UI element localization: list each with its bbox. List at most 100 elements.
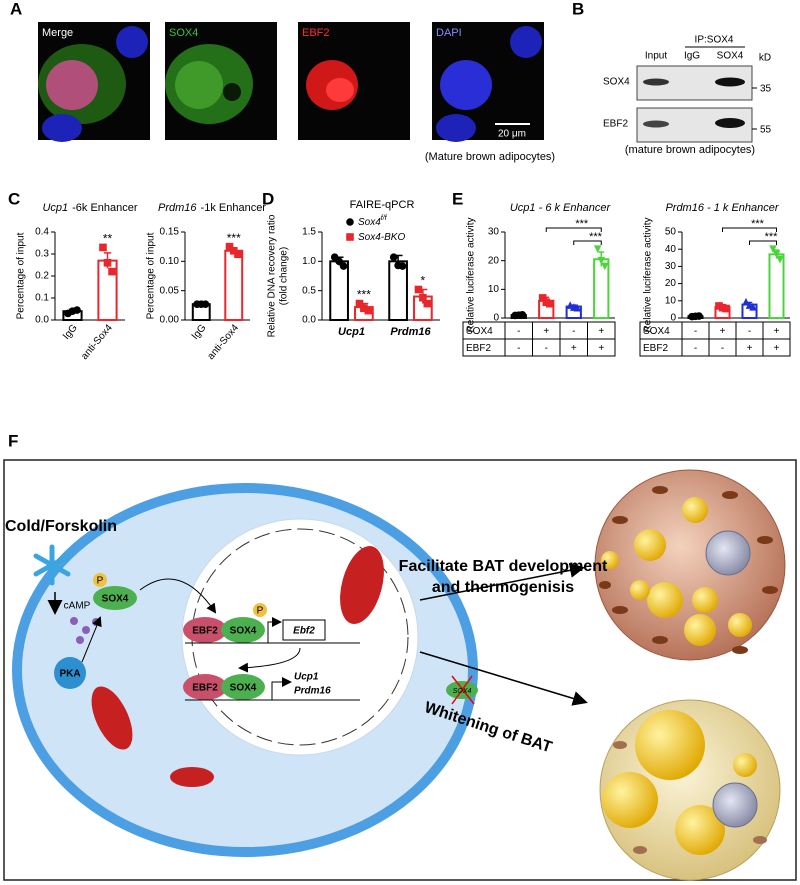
panel-label: F	[8, 431, 18, 450]
scale-bar-label: 20 μm	[498, 129, 526, 140]
molecule-label: cAMP	[64, 601, 91, 612]
y-tick-label: 40	[665, 244, 677, 255]
title-part: -1k Enhancer	[201, 202, 267, 214]
chart-title: Prdm16 -1k Enhancer	[158, 202, 266, 214]
model-diagram	[3, 459, 797, 881]
y-axis-label: Relative luciferase activity	[643, 217, 654, 332]
chart-title: Prdm16 - 1 k Enhancer	[665, 202, 779, 214]
data-point	[695, 312, 703, 320]
y-tick-label: 0.2	[35, 271, 49, 282]
significance: **	[103, 232, 113, 246]
data-point	[229, 246, 238, 255]
x-tick-label: Prdm16	[390, 326, 431, 338]
micrograph-sox4	[165, 22, 277, 140]
y-tick-label: 20	[488, 255, 500, 266]
outcome-label: Facilitate BAT development	[399, 558, 608, 575]
data-point	[769, 245, 777, 253]
y-tick-label: 0.00	[160, 315, 180, 326]
table-row-label: EBF2	[466, 343, 491, 354]
y-axis-label: Relative luciferase activity	[466, 217, 477, 332]
gene-label: Prdm16	[294, 686, 331, 697]
data-point	[772, 250, 781, 259]
data-point	[225, 242, 234, 251]
table-row-label: EBF2	[643, 343, 668, 354]
legend-entry: Sox4f/f	[358, 215, 388, 228]
table-cell: -	[721, 343, 724, 354]
data-point	[346, 218, 354, 226]
phospho-label: P	[257, 606, 264, 617]
panel-label: D	[262, 189, 274, 208]
significance-bracket	[749, 240, 777, 245]
protein-label: SOX4	[230, 626, 257, 637]
legend-entry: Sox4-BKO	[358, 232, 405, 243]
y-tick-label: 0.10	[160, 256, 180, 267]
legend-name: Sox4	[358, 217, 381, 228]
title-part: -6k Enhancer	[72, 202, 138, 214]
marker-label: 35	[760, 84, 772, 95]
data-point	[538, 294, 547, 302]
outcome-label: and thermogenisis	[432, 579, 574, 596]
protein-label: SOX4	[453, 688, 472, 695]
data-point	[419, 293, 427, 302]
y-tick-label: 1.5	[302, 227, 316, 238]
y-tick-label: 10	[488, 284, 500, 295]
data-point	[597, 256, 606, 265]
data-point	[389, 253, 398, 262]
y-axis-label: Relative DNA recovery ratio	[267, 214, 278, 337]
data-point	[573, 303, 582, 312]
table-cell: +	[720, 326, 726, 337]
significance: ***	[765, 231, 779, 243]
chart-title: Ucp1 - 6 k Enhancer	[510, 202, 612, 214]
data-point	[722, 304, 730, 313]
lane-label: SOX4	[717, 51, 744, 62]
caption: (mature brown adipocytes)	[625, 144, 755, 156]
data-point	[364, 306, 373, 315]
data-point	[234, 250, 242, 259]
table-row-label: SOX4	[643, 326, 670, 337]
data-point	[346, 233, 354, 241]
x-tick-label: anti-Sox4	[79, 322, 115, 362]
panel-label: A	[10, 0, 22, 18]
panel-label: C	[8, 189, 20, 208]
bar	[224, 249, 244, 321]
data-point	[546, 299, 554, 308]
data-point	[414, 285, 423, 294]
data-point	[360, 304, 368, 313]
data-point	[518, 311, 527, 319]
table-cell: -	[545, 343, 548, 354]
legend-name: Sox4-BKO	[358, 232, 405, 243]
data-point	[355, 299, 364, 308]
y-tick-label: 30	[488, 227, 500, 238]
blot-row-label: EBF2	[603, 119, 628, 130]
y-tick-label: 30	[665, 261, 677, 272]
x-tick-label: Ucp1	[338, 326, 365, 338]
table-cell: -	[748, 326, 751, 337]
lane-label: Input	[645, 51, 667, 62]
data-point	[423, 299, 432, 308]
image-label: EBF2	[302, 27, 330, 39]
x-tick-label: anti-Sox4	[205, 322, 241, 362]
y-tick-label: 0.05	[160, 285, 180, 296]
title-part: Prdm16	[158, 202, 197, 214]
y-axis-label: (fold change)	[279, 247, 290, 305]
data-point	[593, 245, 602, 253]
bar	[593, 258, 610, 320]
caption: (Mature brown adipocytes)	[425, 151, 555, 163]
title-part: Ucp1 - 6 k Enhancer	[510, 202, 612, 214]
table-cell: +	[774, 343, 780, 354]
y-tick-label: 20	[665, 278, 677, 289]
lane-label: IgG	[684, 51, 700, 62]
blot-row-label: SOX4	[603, 77, 630, 88]
table-cell: +	[774, 326, 780, 337]
data-point	[99, 243, 107, 252]
stimulus: Cold/Forskolin	[5, 518, 117, 535]
data-point	[73, 306, 81, 314]
y-tick-label: 1.0	[302, 256, 316, 267]
image-label: Merge	[42, 27, 73, 39]
micrograph-dapi	[432, 22, 544, 142]
table-cell: -	[694, 343, 697, 354]
y-tick-label: 0.15	[160, 227, 180, 238]
protein-label: SOX4	[230, 683, 257, 694]
title-part: Ucp1	[42, 202, 68, 214]
